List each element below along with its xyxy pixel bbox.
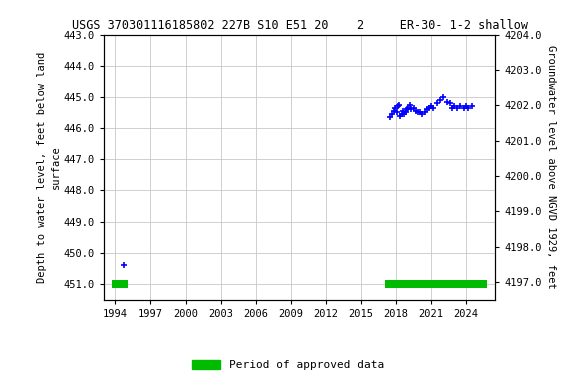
Y-axis label: Depth to water level, feet below land
surface: Depth to water level, feet below land su… [37,51,60,283]
Legend: Period of approved data: Period of approved data [188,356,388,375]
Title: USGS 370301116185802 227B S10 E51 20    2     ER-30- 1-2 shallow: USGS 370301116185802 227B S10 E51 20 2 E… [71,19,528,32]
Y-axis label: Groundwater level above NGVD 1929, feet: Groundwater level above NGVD 1929, feet [546,45,556,289]
